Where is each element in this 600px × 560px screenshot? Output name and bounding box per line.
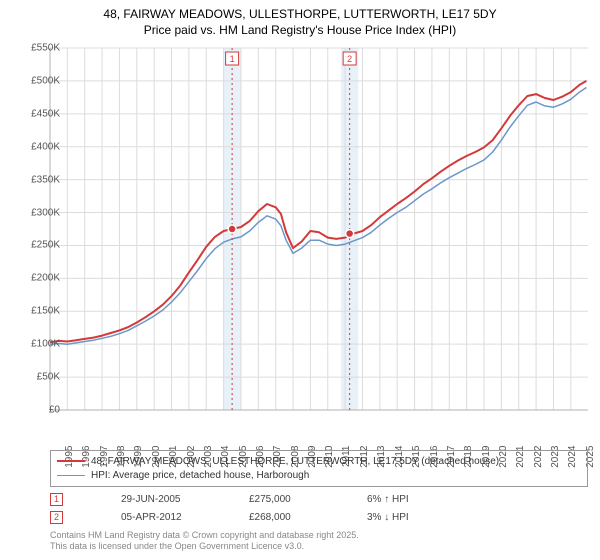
title-line-2: Price paid vs. HM Land Registry's House … xyxy=(0,22,600,38)
chart-svg: 12 xyxy=(50,48,588,410)
legend-label-price-paid: 48, FAIRWAY MEADOWS, ULLESTHORPE, LUTTER… xyxy=(91,456,499,467)
sale-price: £275,000 xyxy=(249,494,349,505)
chart-plot-area: 12 xyxy=(50,48,588,410)
legend-item-hpi: HPI: Average price, detached house, Harb… xyxy=(57,468,581,482)
y-tick-label: £350K xyxy=(10,174,60,185)
sale-date: 05-APR-2012 xyxy=(121,512,231,523)
legend-swatch-price-paid xyxy=(57,460,85,462)
y-tick-label: £200K xyxy=(10,273,60,284)
y-tick-label: £50K xyxy=(10,372,60,383)
footnote: Contains HM Land Registry data © Crown c… xyxy=(50,530,359,553)
y-tick-label: £0 xyxy=(10,405,60,416)
svg-text:2: 2 xyxy=(347,54,352,64)
sale-marker-box: 1 xyxy=(50,493,63,506)
y-tick-label: £300K xyxy=(10,207,60,218)
sale-row: 1 29-JUN-2005 £275,000 6% ↑ HPI xyxy=(50,490,588,508)
sale-date: 29-JUN-2005 xyxy=(121,494,231,505)
title-line-1: 48, FAIRWAY MEADOWS, ULLESTHORPE, LUTTER… xyxy=(0,6,600,22)
footnote-line-1: Contains HM Land Registry data © Crown c… xyxy=(50,530,359,541)
legend: 48, FAIRWAY MEADOWS, ULLESTHORPE, LUTTER… xyxy=(50,450,588,487)
y-tick-label: £500K xyxy=(10,75,60,86)
sale-row: 2 05-APR-2012 £268,000 3% ↓ HPI xyxy=(50,508,588,526)
footnote-line-2: This data is licensed under the Open Gov… xyxy=(50,541,359,552)
sale-price: £268,000 xyxy=(249,512,349,523)
chart-title: 48, FAIRWAY MEADOWS, ULLESTHORPE, LUTTER… xyxy=(0,0,600,38)
sale-records: 1 29-JUN-2005 £275,000 6% ↑ HPI 2 05-APR-2012… xyxy=(50,490,588,526)
y-tick-label: £150K xyxy=(10,306,60,317)
legend-label-hpi: HPI: Average price, detached house, Harb… xyxy=(91,470,309,481)
sale-diff: 6% ↑ HPI xyxy=(367,494,409,505)
legend-item-price-paid: 48, FAIRWAY MEADOWS, ULLESTHORPE, LUTTER… xyxy=(57,454,581,468)
y-tick-label: £400K xyxy=(10,141,60,152)
y-tick-label: £250K xyxy=(10,240,60,251)
svg-text:1: 1 xyxy=(230,54,235,64)
y-tick-label: £550K xyxy=(10,43,60,54)
legend-swatch-hpi xyxy=(57,475,85,476)
sale-marker-box: 2 xyxy=(50,511,63,524)
sale-diff: 3% ↓ HPI xyxy=(367,512,409,523)
y-tick-label: £100K xyxy=(10,339,60,350)
y-tick-label: £450K xyxy=(10,108,60,119)
